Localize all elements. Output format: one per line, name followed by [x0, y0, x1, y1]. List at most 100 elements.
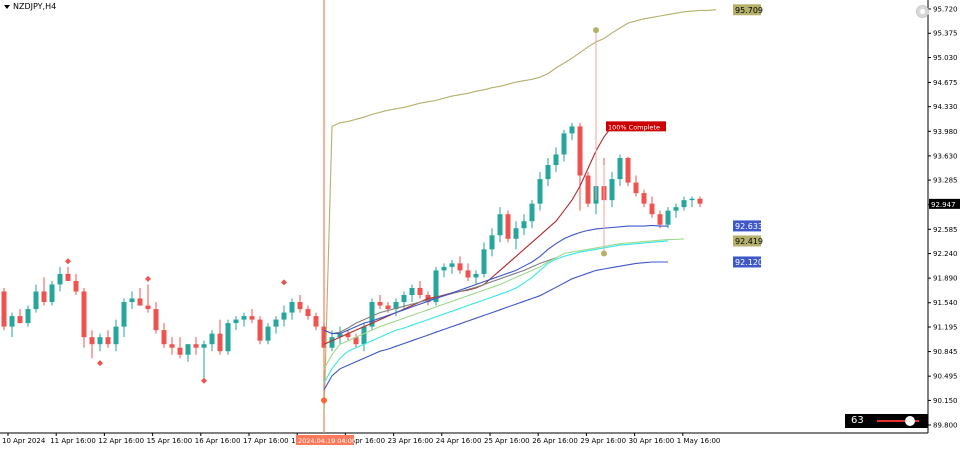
candle-body[interactable]	[153, 309, 159, 331]
time-tick-label: 23 Apr 16:00	[388, 437, 434, 445]
candle-body[interactable]	[441, 266, 447, 271]
candle-body[interactable]	[481, 249, 487, 274]
price-tick-label: 91.540	[933, 299, 958, 307]
candle-body[interactable]	[313, 316, 319, 327]
candle-body[interactable]	[465, 270, 471, 278]
slider-widget[interactable]: 63	[845, 414, 928, 428]
candle-body[interactable]	[361, 326, 367, 345]
candle-body[interactable]	[377, 302, 383, 306]
candle-body[interactable]	[553, 154, 559, 165]
candle-body[interactable]	[393, 302, 399, 310]
symbol-label[interactable]: NZDJPY,H4	[4, 2, 56, 11]
candle-body[interactable]	[201, 344, 207, 348]
candle-body[interactable]	[193, 344, 199, 348]
candle-body[interactable]	[241, 316, 247, 320]
candle-body[interactable]	[689, 198, 695, 201]
candle-body[interactable]	[185, 344, 191, 355]
candle-body[interactable]	[633, 182, 639, 194]
candle-body[interactable]	[617, 157, 623, 180]
candle-body[interactable]	[545, 165, 551, 180]
candle-body[interactable]	[345, 333, 351, 338]
candle-body[interactable]	[409, 287, 415, 295]
candle-body[interactable]	[121, 302, 127, 327]
candle-body[interactable]	[497, 214, 503, 236]
candle-body[interactable]	[305, 309, 311, 317]
anchor-time-badge	[296, 435, 354, 445]
candle-body[interactable]	[137, 298, 143, 306]
chart-settings-icon[interactable]	[916, 5, 929, 18]
candle-body[interactable]	[33, 291, 39, 310]
candle-body[interactable]	[561, 133, 567, 155]
candle-body[interactable]	[585, 175, 591, 204]
candle-body[interactable]	[385, 305, 391, 310]
price-tick-label: 95.375	[933, 30, 958, 38]
candle-body[interactable]	[129, 298, 135, 303]
candle-body[interactable]	[9, 316, 15, 327]
candle-body[interactable]	[505, 214, 511, 239]
candle-body[interactable]	[697, 198, 703, 204]
candle-body[interactable]	[145, 305, 151, 310]
candle-body[interactable]	[25, 309, 31, 324]
candle-body[interactable]	[449, 263, 455, 267]
candle-body[interactable]	[177, 347, 183, 355]
candle-body[interactable]	[537, 179, 543, 204]
candle-body[interactable]	[249, 316, 255, 320]
candle-body[interactable]	[401, 295, 407, 303]
candle-body[interactable]	[73, 280, 79, 292]
candle-body[interactable]	[457, 263, 463, 271]
candle-body[interactable]	[641, 193, 647, 204]
candle-body[interactable]	[569, 126, 575, 134]
candle-body[interactable]	[337, 333, 343, 338]
price-tick-label: 94.330	[933, 103, 958, 111]
candle-body[interactable]	[329, 337, 335, 348]
candle-body[interactable]	[97, 337, 103, 345]
candle-body[interactable]	[321, 326, 327, 348]
candle-body[interactable]	[649, 203, 655, 215]
candle-body[interactable]	[209, 333, 215, 345]
candle-body[interactable]	[417, 287, 423, 295]
candle-body[interactable]	[89, 337, 95, 345]
candle-body[interactable]	[105, 337, 111, 345]
symbol-dropdown-icon[interactable]	[4, 4, 10, 9]
candle-body[interactable]	[17, 316, 23, 324]
candle-body[interactable]	[169, 344, 175, 348]
candle-body[interactable]	[57, 273, 63, 285]
price-tick-label: 90.150	[933, 397, 958, 405]
candle-body[interactable]	[353, 337, 359, 345]
candle-body[interactable]	[625, 157, 631, 183]
candle-body[interactable]	[473, 273, 479, 278]
candle-body[interactable]	[1, 291, 7, 327]
candle-body[interactable]	[257, 319, 263, 341]
candle-body[interactable]	[41, 291, 47, 303]
slider-track[interactable]	[877, 420, 919, 422]
candle-body[interactable]	[81, 291, 87, 338]
candle-body[interactable]	[113, 326, 119, 345]
candle-body[interactable]	[513, 228, 519, 239]
candle-body[interactable]	[161, 330, 167, 345]
candle-body[interactable]	[369, 302, 375, 327]
candle-body[interactable]	[265, 326, 271, 341]
candle-body[interactable]	[297, 302, 303, 310]
slider-knob[interactable]	[905, 416, 915, 426]
fractal-marker-icon	[65, 258, 71, 265]
candle-body[interactable]	[665, 210, 671, 225]
candle-body[interactable]	[49, 284, 55, 303]
candle-body[interactable]	[433, 270, 439, 303]
candle-body[interactable]	[577, 126, 583, 176]
candle-body[interactable]	[233, 319, 239, 324]
candle-body[interactable]	[673, 207, 679, 211]
candle-body[interactable]	[225, 323, 231, 352]
candle-body[interactable]	[217, 333, 223, 352]
candle-body[interactable]	[281, 312, 287, 320]
candle-body[interactable]	[681, 200, 687, 208]
candle-body[interactable]	[65, 273, 71, 281]
candle-body[interactable]	[521, 221, 527, 229]
candle-body[interactable]	[273, 319, 279, 327]
candle-body[interactable]	[657, 214, 663, 225]
candle-body[interactable]	[529, 203, 535, 222]
candle-body[interactable]	[609, 179, 615, 201]
candle-body[interactable]	[489, 235, 495, 250]
candle-body[interactable]	[289, 302, 295, 313]
